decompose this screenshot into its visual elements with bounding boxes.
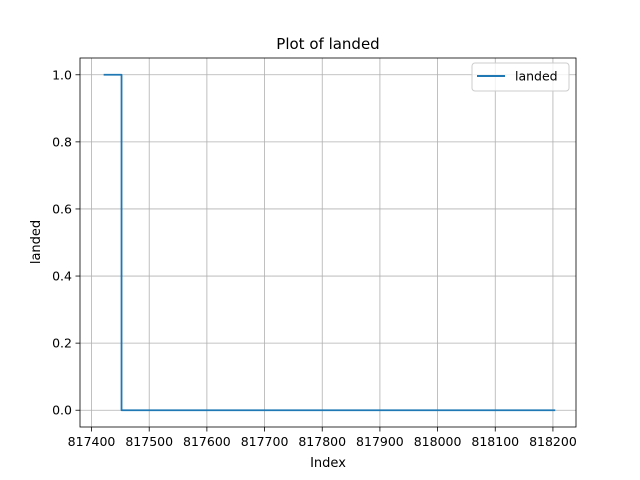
y-tick-label: 0.6 [52, 201, 72, 216]
y-tick-label: 0.4 [52, 269, 72, 284]
series-layer [103, 73, 556, 412]
y-tick-label: 0.8 [52, 134, 72, 149]
x-tick-label: 818000 [414, 434, 462, 449]
legend-box [471, 62, 570, 92]
y-tick-label: 1.0 [52, 67, 72, 82]
x-axis-label: Index [310, 456, 346, 471]
x-tick-label: 817500 [125, 434, 173, 449]
y-axis-ticks: 0.0 0.2 0.4 0.6 0.8 1.0 [52, 67, 80, 418]
x-tick-label: 818100 [471, 434, 519, 449]
x-tick-label: 817600 [183, 434, 231, 449]
x-tick-label: 817700 [241, 434, 289, 449]
x-tick-label: 817900 [356, 434, 404, 449]
x-tick-label: 817400 [68, 434, 116, 449]
chart-title: Plot of landed [276, 35, 379, 53]
x-tick-label: 818200 [529, 434, 577, 449]
x-axis-ticks: 817400 817500 817600 817700 817800 817900 8180… [68, 427, 577, 449]
y-axis-label: landed [29, 220, 44, 264]
plot-frame [79, 57, 577, 428]
legend: landed [471, 62, 570, 92]
x-tick-label: 817800 [298, 434, 346, 449]
legend-label-landed: landed [515, 69, 558, 84]
series-line-landed [103, 73, 556, 412]
y-tick-label: 0.0 [52, 403, 72, 418]
y-tick-label: 0.2 [52, 336, 72, 351]
